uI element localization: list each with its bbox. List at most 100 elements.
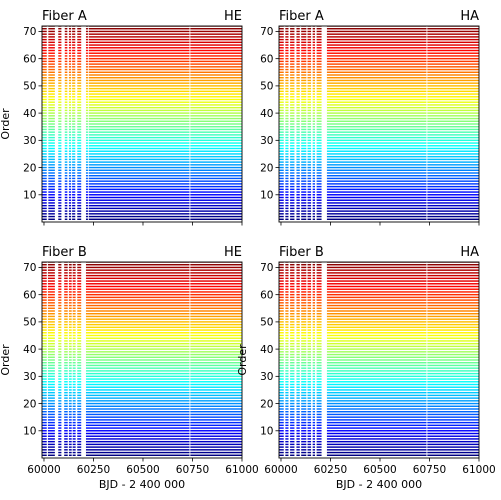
y-tick-label: 20 bbox=[23, 398, 36, 410]
order-37-points bbox=[279, 356, 479, 358]
order-41-points bbox=[42, 109, 242, 112]
gap-1 bbox=[283, 262, 286, 458]
order-12-points bbox=[279, 424, 479, 427]
y-tick-label: 40 bbox=[23, 344, 36, 356]
order-63-points bbox=[279, 285, 479, 288]
observation-gaps bbox=[283, 262, 428, 458]
order-20-points bbox=[279, 166, 479, 169]
order-46-points bbox=[42, 96, 242, 98]
order-71-points bbox=[279, 264, 479, 266]
order-18-points bbox=[42, 172, 242, 174]
order-18-points bbox=[279, 408, 479, 410]
order-43-points bbox=[42, 340, 242, 342]
gap-6 bbox=[311, 26, 313, 222]
order-60-points bbox=[42, 57, 242, 60]
order-26-points bbox=[279, 386, 479, 388]
order-51-points bbox=[279, 318, 479, 320]
y-tick-label: 20 bbox=[260, 398, 273, 410]
order-61-points bbox=[279, 291, 479, 293]
order-29-points bbox=[42, 142, 242, 144]
order-1-points bbox=[279, 454, 479, 456]
order-50-points bbox=[279, 321, 479, 323]
gap-6 bbox=[75, 262, 78, 458]
order-46-points bbox=[279, 96, 479, 98]
order-23-points bbox=[42, 158, 242, 161]
order-58-points bbox=[279, 299, 479, 301]
order-33-points bbox=[279, 131, 479, 133]
order-8-points bbox=[42, 199, 242, 201]
order-18-points bbox=[42, 408, 242, 410]
order-19-points bbox=[42, 169, 242, 171]
order-14-points bbox=[42, 419, 242, 421]
order-19-points bbox=[279, 169, 479, 171]
y-tick-label: 70 bbox=[260, 262, 273, 274]
x-tick-label: 60250 bbox=[314, 464, 347, 476]
order-53-points bbox=[42, 313, 242, 315]
order-38-points bbox=[279, 117, 479, 120]
order-57-points bbox=[279, 302, 479, 304]
gap-4 bbox=[67, 26, 69, 222]
order-63-points bbox=[279, 49, 479, 52]
order-11-points bbox=[42, 191, 242, 193]
order-28-points bbox=[42, 381, 242, 383]
x-tick-label: 61000 bbox=[462, 464, 495, 476]
order-33-points bbox=[279, 367, 479, 369]
order-67-points bbox=[42, 38, 242, 41]
order-61-points bbox=[279, 55, 479, 57]
order-36-points bbox=[42, 123, 242, 125]
y-tick-label: 10 bbox=[23, 426, 36, 438]
gap-6 bbox=[75, 26, 78, 222]
order-2-points bbox=[42, 451, 242, 454]
y-axis-label: Order bbox=[236, 344, 249, 376]
order-34-points bbox=[279, 128, 479, 131]
gap-1 bbox=[283, 26, 286, 222]
gap-2 bbox=[54, 262, 59, 458]
order-56-points bbox=[279, 304, 479, 307]
order-40-points bbox=[42, 348, 242, 350]
order-15-points bbox=[42, 180, 242, 182]
order-28-points bbox=[279, 381, 479, 383]
observation-gaps bbox=[283, 26, 428, 222]
order-49-points bbox=[42, 323, 242, 326]
order-14-points bbox=[42, 183, 242, 185]
gap-3 bbox=[294, 262, 297, 458]
order-31-points bbox=[42, 372, 242, 375]
order-48-points bbox=[279, 326, 479, 329]
order-31-points bbox=[42, 136, 242, 139]
gap-4 bbox=[67, 262, 69, 458]
order-7-points bbox=[42, 438, 242, 440]
order-40-points bbox=[279, 112, 479, 114]
order-57-points bbox=[42, 302, 242, 304]
order-59-points bbox=[42, 296, 242, 299]
order-6-points bbox=[42, 204, 242, 207]
order-23-points bbox=[279, 394, 479, 397]
order-29-points bbox=[279, 378, 479, 380]
order-16-points bbox=[42, 177, 242, 180]
order-26-points bbox=[279, 150, 479, 152]
panel-title-right: HA bbox=[460, 9, 479, 24]
order-35-points bbox=[279, 126, 479, 128]
order-33-points bbox=[42, 131, 242, 133]
y-tick-label: 20 bbox=[23, 162, 36, 174]
order-2-points bbox=[279, 215, 479, 218]
order-64-points bbox=[42, 47, 242, 49]
order-42-points bbox=[42, 106, 242, 109]
x-tick-label: 61000 bbox=[225, 464, 258, 476]
order-1-points bbox=[42, 218, 242, 220]
order-42-points bbox=[279, 106, 479, 109]
order-56-points bbox=[42, 304, 242, 307]
order-10-points bbox=[279, 430, 479, 432]
order-60-points bbox=[279, 57, 479, 60]
order-66-points bbox=[42, 41, 242, 44]
order-63-points bbox=[42, 285, 242, 288]
gap-5 bbox=[71, 262, 73, 458]
order-24-points bbox=[42, 391, 242, 394]
order-1-points bbox=[279, 218, 479, 220]
order-43-points bbox=[42, 104, 242, 106]
order-28-points bbox=[42, 145, 242, 147]
order-32-points bbox=[42, 370, 242, 372]
y-tick-label: 70 bbox=[260, 26, 273, 38]
order-51-points bbox=[42, 82, 242, 84]
order-64-points bbox=[279, 47, 479, 49]
order-34-points bbox=[42, 128, 242, 131]
